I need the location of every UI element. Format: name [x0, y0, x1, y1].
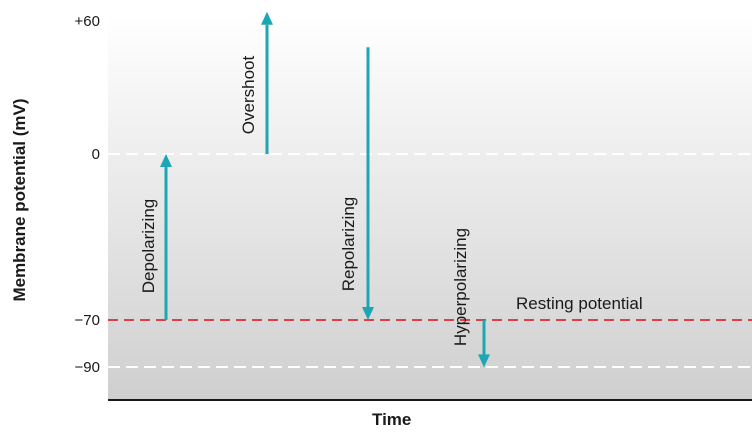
- overshoot-arrow: [261, 11, 273, 154]
- plot-background: [108, 15, 752, 400]
- y-tick-label-minus70: −70: [75, 312, 100, 329]
- y-tick-label-plus60: +60: [75, 13, 100, 30]
- y-tick-label-minus90: −90: [75, 359, 100, 376]
- resting-potential-label: Resting potential: [516, 294, 643, 313]
- depolarizing-label: Depolarizing: [139, 199, 158, 294]
- overshoot-label: Overshoot: [239, 56, 258, 135]
- hyperpolarizing-label: Hyperpolarizing: [451, 228, 470, 346]
- x-axis-title: Time: [372, 410, 412, 429]
- depolarizing-arrow: [160, 154, 172, 320]
- hyperpolarizing-arrow: [478, 320, 490, 368]
- repolarizing-label: Repolarizing: [339, 197, 358, 292]
- y-axis-title-container: Membrane potential (mV): [0, 0, 40, 400]
- repolarizing-arrow: [362, 47, 374, 320]
- y-axis-title: Membrane potential (mV): [10, 98, 29, 302]
- y-tick-label-0: 0: [92, 146, 100, 163]
